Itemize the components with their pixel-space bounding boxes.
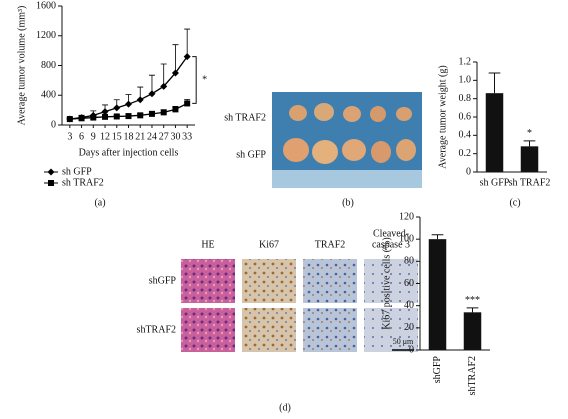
column-label: HE [201, 239, 214, 250]
marker [90, 114, 97, 121]
bar [463, 312, 482, 350]
x-tick-label: 30 [170, 131, 180, 142]
y-tick-label: 800 [41, 60, 56, 71]
error-bar [523, 140, 536, 147]
x-tick-label: 15 [112, 131, 122, 142]
marker [183, 53, 191, 61]
annotation: *** [465, 295, 480, 306]
legend-label: sh TRAF2 [62, 177, 104, 188]
histology-grid [181, 259, 418, 352]
y-tick-label: 0.2 [459, 148, 472, 159]
y-tick-label: 1200 [36, 30, 56, 41]
column-label: caspase 3 [372, 239, 410, 250]
error-bar [488, 72, 501, 94]
y-tick-label: 0.4 [459, 130, 472, 141]
y-tick-label: 0 [409, 344, 414, 355]
marker [148, 90, 156, 98]
x-tick-label: 6 [79, 131, 84, 142]
marker [184, 100, 191, 107]
x-tick-label: 33 [182, 131, 192, 142]
marker [101, 108, 109, 116]
y-axis-label: Ki67 positive cells (%) [381, 237, 392, 329]
marker [160, 109, 167, 116]
y-axis-label: Average tumor volume (mm³) [16, 6, 27, 126]
marker [48, 180, 54, 186]
row-label: shGFP [149, 275, 177, 286]
x-tick-label: 21 [135, 131, 145, 142]
marker [125, 100, 132, 108]
marker [78, 115, 85, 122]
tumor-photo [272, 92, 422, 188]
column-label: Ki67 [259, 239, 279, 250]
x-tick-label: 18 [124, 131, 134, 142]
x-tick-label: 3 [67, 131, 72, 142]
annotation: * [527, 128, 532, 139]
y-tick-label: 0.6 [459, 111, 472, 122]
photo-row-label: sh GFP [236, 149, 266, 160]
marker [171, 69, 179, 77]
error-bar [466, 307, 479, 313]
y-tick-label: 1600 [36, 0, 56, 11]
error-bar [172, 44, 179, 73]
x-tick-label: 24 [147, 131, 157, 142]
error-bar [431, 234, 444, 240]
marker [66, 116, 73, 123]
bracket [192, 56, 197, 104]
row-label: shTRAF2 [137, 324, 176, 335]
error-bar [184, 28, 191, 57]
bar [428, 239, 447, 350]
marker [148, 110, 155, 117]
marker [102, 113, 109, 120]
scale-label: 50 μm [393, 337, 414, 346]
panel-label: (d) [279, 402, 291, 413]
error-bar [160, 63, 167, 87]
x-tick-label: shGFP [432, 356, 443, 384]
y-tick-label: 60 [404, 278, 414, 289]
bar [520, 146, 539, 172]
y-tick-label: 120 [399, 211, 414, 222]
y-tick-label: 1.2 [459, 56, 472, 67]
marker [160, 82, 168, 90]
y-tick-label: 80 [404, 256, 414, 267]
marker [47, 168, 55, 176]
column-label: Cleaved- [373, 228, 409, 239]
x-tick-label: sh GFP [480, 177, 510, 188]
x-tick-label: 12 [100, 131, 110, 142]
panel-label: (b) [342, 197, 354, 208]
panel-label: (a) [94, 197, 105, 208]
y-tick-label: 0 [51, 119, 56, 130]
y-tick-label: 0.8 [459, 93, 472, 104]
y-tick-label: 20 [404, 322, 414, 333]
marker [113, 113, 120, 120]
column-label: TRAF2 [315, 239, 346, 250]
photo-row-label: sh TRAF2 [224, 112, 266, 123]
marker [136, 96, 144, 104]
marker [172, 106, 179, 113]
y-tick-label: 400 [41, 90, 56, 101]
marker [137, 112, 144, 119]
x-tick-label: shTRAF2 [467, 356, 478, 395]
y-tick-label: 100 [399, 233, 414, 244]
series-line [69, 56, 188, 120]
x-tick-label: 27 [159, 131, 169, 142]
y-tick-label: 0 [466, 166, 471, 177]
x-tick-label: 9 [91, 131, 96, 142]
x-tick-label: sh TRAF2 [509, 177, 551, 188]
bar [485, 93, 504, 172]
annotation: * [202, 74, 207, 85]
y-axis-label: Average tumor weight (g) [437, 65, 448, 168]
marker [125, 113, 132, 120]
y-tick-label: 40 [404, 300, 414, 311]
x-axis-label: Days after injection cells [79, 147, 179, 158]
y-tick-label: 1.0 [459, 75, 472, 86]
panel-label: (c) [509, 197, 520, 208]
marker [113, 104, 121, 112]
legend-label: sh GFP [62, 166, 92, 177]
